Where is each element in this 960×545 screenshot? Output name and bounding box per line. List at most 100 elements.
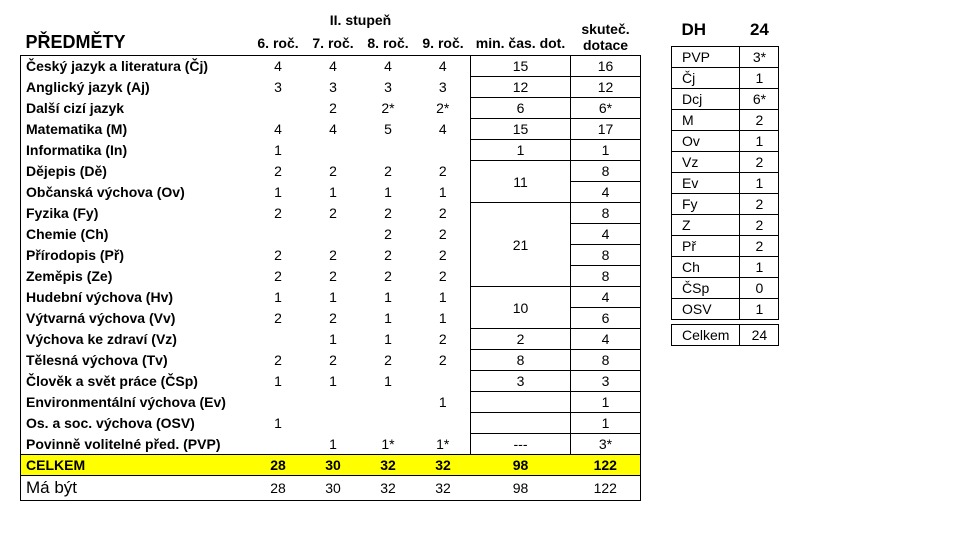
grade-cell xyxy=(416,371,471,392)
actual-cell: 1 xyxy=(571,140,641,161)
side-value: 2 xyxy=(740,152,779,173)
side-total-val: 24 xyxy=(740,325,779,346)
main-table: II. stupeň skuteč.dotace PŘEDMĚTY 6. roč… xyxy=(20,10,641,501)
header-min: min. čas. dot. xyxy=(471,30,571,56)
grade-cell: 1 xyxy=(251,413,306,434)
table-row: Fyzika (Fy)2222218 xyxy=(21,203,641,224)
side-value: 1 xyxy=(740,257,779,278)
grade-cell: 2 xyxy=(361,350,416,371)
side-value: 2 xyxy=(740,110,779,131)
side-label: ČSp xyxy=(672,278,740,299)
grade-cell: 2 xyxy=(306,308,361,329)
actual-cell: 8 xyxy=(571,266,641,287)
grade-cell: 2 xyxy=(361,203,416,224)
grade-cell xyxy=(306,392,361,413)
side-label: Vz xyxy=(672,152,740,173)
side-total-label: Celkem xyxy=(672,325,740,346)
table-row: Povinně volitelné před. (PVP)11*1*---3* xyxy=(21,434,641,455)
grade-cell xyxy=(416,140,471,161)
side-label: Ev xyxy=(672,173,740,194)
grade-cell: 2 xyxy=(416,203,471,224)
grade-cell: 3 xyxy=(361,77,416,98)
side-label: Dcj xyxy=(672,89,740,110)
grade-cell: 2 xyxy=(251,350,306,371)
table-row: Český jazyk a literatura (Čj)44441516 xyxy=(21,56,641,77)
side-row: Př2 xyxy=(672,236,779,257)
side-value: 3* xyxy=(740,47,779,68)
actual-cell: 1 xyxy=(571,392,641,413)
grade-cell: 2 xyxy=(251,245,306,266)
side-row: Fy2 xyxy=(672,194,779,215)
grade-cell: 1 xyxy=(361,182,416,203)
total-c1: 30 xyxy=(306,455,361,476)
subject-cell: Chemie (Ch) xyxy=(21,224,251,245)
grade-cell xyxy=(306,140,361,161)
total-c0: 28 xyxy=(251,455,306,476)
actual-cell: 1 xyxy=(571,413,641,434)
min-cell: 11 xyxy=(471,161,571,203)
subject-cell: Zeměpis (Ze) xyxy=(21,266,251,287)
actual-cell: 17 xyxy=(571,119,641,140)
actual-cell: 3 xyxy=(571,371,641,392)
subject-cell: Informatika (In) xyxy=(21,140,251,161)
grade-cell: 2 xyxy=(251,161,306,182)
min-cell: 3 xyxy=(471,371,571,392)
grade-cell: 1 xyxy=(306,329,361,350)
actual-cell: 8 xyxy=(571,245,641,266)
actual-cell: 8 xyxy=(571,161,641,182)
side-row: ČSp0 xyxy=(672,278,779,299)
actual-cell: 6 xyxy=(571,308,641,329)
mabyt-min: 98 xyxy=(471,476,571,501)
side-table: DH 24 PVP3*Čj1Dcj6*M2Ov1Vz2Ev1Fy2Z2Př2Ch… xyxy=(671,18,779,346)
table-row: Hudební výchova (Hv)1111104 xyxy=(21,287,641,308)
grade-cell: 1 xyxy=(416,392,471,413)
layout-wrap: II. stupeň skuteč.dotace PŘEDMĚTY 6. roč… xyxy=(20,10,940,501)
grade-cell xyxy=(361,392,416,413)
grade-cell: 1 xyxy=(251,182,306,203)
grade-cell: 4 xyxy=(251,56,306,77)
table-row: Anglický jazyk (Aj)33331212 xyxy=(21,77,641,98)
grade-cell: 1 xyxy=(306,287,361,308)
min-cell: 15 xyxy=(471,56,571,77)
grade-cell: 1 xyxy=(306,182,361,203)
grade-cell: 1 xyxy=(361,371,416,392)
subject-cell: Fyzika (Fy) xyxy=(21,203,251,224)
mabyt-label: Má být xyxy=(21,476,251,501)
side-row: PVP3* xyxy=(672,47,779,68)
actual-cell: 4 xyxy=(571,287,641,308)
grade-cell: 2 xyxy=(306,161,361,182)
side-label: Ch xyxy=(672,257,740,278)
grade-cell: 4 xyxy=(416,56,471,77)
dh-label: DH xyxy=(672,18,740,47)
mabyt-act: 122 xyxy=(571,476,641,501)
table-row: Výchova ke zdraví (Vz)11224 xyxy=(21,329,641,350)
side-value: 1 xyxy=(740,68,779,89)
side-label: Ov xyxy=(672,131,740,152)
grade-cell: 1 xyxy=(251,371,306,392)
actual-cell: 4 xyxy=(571,329,641,350)
grade-cell: 1 xyxy=(361,308,416,329)
grade-cell: 1* xyxy=(416,434,471,455)
side-row: Čj1 xyxy=(672,68,779,89)
side-row: Ov1 xyxy=(672,131,779,152)
subject-cell: Environmentální výchova (Ev) xyxy=(21,392,251,413)
min-cell xyxy=(471,392,571,413)
min-cell: 2 xyxy=(471,329,571,350)
grade-cell: 2 xyxy=(306,98,361,119)
grade-cell xyxy=(306,224,361,245)
table-row: Tělesná výchova (Tv)222288 xyxy=(21,350,641,371)
grade-cell: 2 xyxy=(416,245,471,266)
side-label: Př xyxy=(672,236,740,257)
min-cell: 10 xyxy=(471,287,571,329)
grade-cell xyxy=(251,434,306,455)
side-value: 0 xyxy=(740,278,779,299)
table-row: Environmentální výchova (Ev) 1 1 xyxy=(21,392,641,413)
grade-cell: 4 xyxy=(416,119,471,140)
table-row: Os. a soc. výchova (OSV)11 xyxy=(21,413,641,434)
grade-cell: 2 xyxy=(416,266,471,287)
grade-cell xyxy=(251,224,306,245)
grade-cell: 1 xyxy=(306,434,361,455)
grade-cell: 1 xyxy=(361,287,416,308)
side-label: Čj xyxy=(672,68,740,89)
side-label: PVP xyxy=(672,47,740,68)
